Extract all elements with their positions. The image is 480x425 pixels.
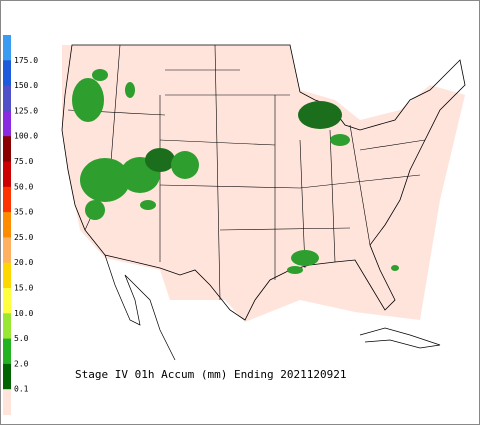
legend-swatch xyxy=(3,338,11,365)
legend-label: 75.0 xyxy=(14,157,33,166)
legend-label: 2.0 xyxy=(14,359,29,368)
state-lines xyxy=(67,44,426,301)
legend-swatch xyxy=(3,161,11,188)
legend-swatch xyxy=(3,35,11,61)
legend-swatch xyxy=(3,60,11,87)
legend-swatch xyxy=(3,186,11,213)
legend-swatch xyxy=(3,262,11,289)
cuba xyxy=(359,327,441,349)
legend-swatch xyxy=(3,110,11,137)
legend-label: 50.0 xyxy=(14,182,33,191)
legend-swatch xyxy=(3,313,11,340)
legend-swatch xyxy=(3,237,11,264)
legend-swatch xyxy=(3,212,11,238)
mexico-coast xyxy=(104,254,176,361)
legend-swatch xyxy=(3,288,11,314)
map xyxy=(61,44,466,361)
legend-label: 100.0 xyxy=(14,132,38,141)
legend-label: 175.0 xyxy=(14,56,38,65)
legend-swatch xyxy=(3,136,11,162)
legend: 175.0 150.0 125.0 100.0 75.0 50.0 35.0 25.0 20.0… xyxy=(3,35,38,415)
us-outline xyxy=(61,44,466,321)
legend-label: 25.0 xyxy=(14,233,33,242)
precipitation xyxy=(72,69,399,274)
legend-swatch xyxy=(3,85,11,112)
legend-label: 150.0 xyxy=(14,81,38,90)
legend-swatch xyxy=(3,389,11,415)
coverage-area xyxy=(62,45,465,322)
legend-label: 35.0 xyxy=(14,208,33,217)
legend-label: 10.0 xyxy=(14,309,33,318)
legend-label: 20.0 xyxy=(14,258,33,267)
legend-label: 125.0 xyxy=(14,106,38,115)
legend-label: 0.1 xyxy=(14,385,29,394)
legend-label: 15.0 xyxy=(14,284,33,293)
legend-swatch xyxy=(3,363,11,390)
caption: Stage IV 01h Accum (mm) Ending 202112092… xyxy=(75,368,347,381)
legend-label: 5.0 xyxy=(14,334,29,343)
